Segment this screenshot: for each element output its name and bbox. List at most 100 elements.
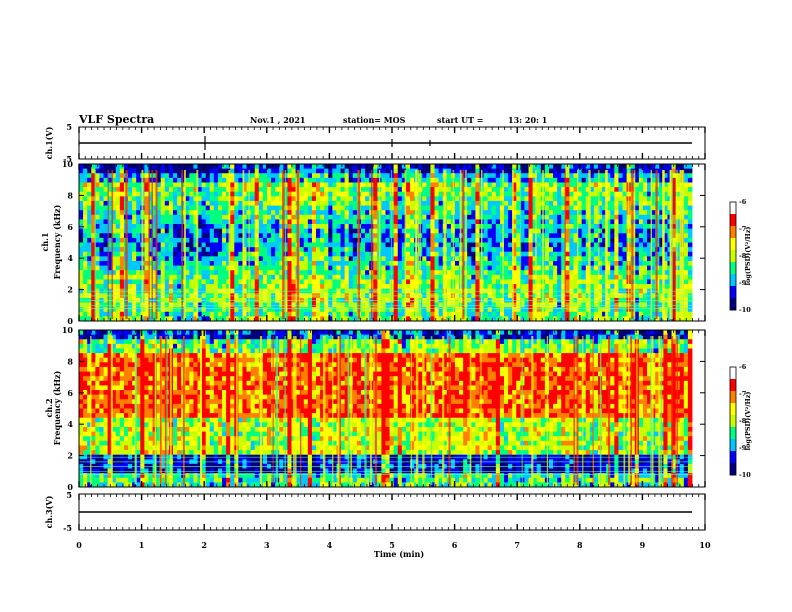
spectrogram-cell (606, 219, 611, 225)
spectrogram-cell (164, 251, 170, 257)
spectrogram-cell (410, 182, 415, 188)
spectrogram-cell (610, 164, 615, 170)
spectrogram-cell (520, 168, 525, 174)
spectrogram-cell (311, 182, 317, 188)
spectrogram-cell (581, 247, 587, 253)
spectrogram-cell (234, 279, 239, 285)
spectrogram-cell (577, 284, 583, 290)
spectrogram-cell (647, 270, 652, 276)
spectrogram-cell (209, 168, 215, 174)
spectrogram-cell (79, 164, 84, 170)
spectrogram-cell (585, 284, 591, 290)
spectrogram-cell (393, 182, 399, 188)
spectrogram-cell (422, 311, 427, 317)
spectrogram-cell (348, 196, 354, 202)
spectrogram-cell (561, 274, 566, 280)
spectrogram-cell (520, 182, 525, 188)
spectrogram-cell (553, 251, 558, 257)
spectrogram-cell (614, 168, 619, 174)
spectrogram-cell (148, 242, 153, 248)
spectrogram-cell (410, 233, 415, 239)
spectrogram-cell (181, 279, 186, 285)
spectrogram-cell (291, 210, 296, 216)
spectrogram-cell (148, 233, 153, 239)
spectrogram-cell (156, 200, 162, 206)
spectrogram-cell (185, 177, 190, 183)
spectrogram-cell (638, 219, 644, 225)
spectrogram-cell (512, 279, 517, 285)
spectrogram-cell (512, 196, 517, 202)
spectrogram-cell (291, 316, 296, 322)
spectrogram-cell (87, 177, 92, 183)
spectrogram-cell (405, 187, 411, 193)
spectrogram-cell (508, 233, 513, 239)
spectrogram-cell (185, 270, 190, 276)
spectrogram-cell (561, 177, 566, 183)
spectrogram-cell (544, 200, 550, 206)
spectrogram-cell (168, 237, 174, 243)
spectrogram-cell (336, 228, 341, 234)
spectrogram-cell (504, 279, 509, 285)
spectrogram-cell (87, 214, 92, 220)
spectrogram-cell (651, 214, 656, 220)
spectrogram-cell (103, 200, 109, 206)
spectrogram-cell (614, 228, 619, 234)
spectrogram-cell (581, 182, 587, 188)
spectrogram-cell (381, 256, 386, 262)
spectrogram-cell (393, 219, 399, 225)
spectrogram-cell (226, 237, 231, 243)
spectrogram-cell (160, 279, 166, 285)
spectrogram-cell (585, 274, 591, 280)
spectrogram-cell (324, 196, 329, 202)
spectrogram-cell (177, 247, 182, 253)
spectrogram-cell (614, 316, 619, 322)
spectrogram-cell (401, 279, 407, 285)
spectrogram-cell (618, 311, 623, 317)
spectrogram-cell (393, 214, 399, 220)
spectrogram-cell (528, 247, 534, 253)
spectrogram-cell (671, 205, 677, 211)
spectrogram-cell (410, 247, 415, 253)
spectrogram-cell (516, 210, 521, 216)
spectrogram-cell (487, 164, 493, 170)
spectrogram-cell (577, 279, 583, 285)
spectrogram-cell (344, 279, 350, 285)
spectrogram-cell (152, 270, 158, 276)
spectrogram-cell (226, 233, 231, 239)
spectrogram-cell (299, 224, 305, 230)
spectrogram-cell (622, 237, 628, 243)
spectrogram-cell (598, 251, 603, 257)
spectrogram-cell (663, 210, 668, 216)
spectrogram-cell (598, 228, 603, 234)
spectrogram-cell (303, 210, 309, 216)
spectrogram-cell (262, 256, 268, 262)
spectrogram-cell (610, 316, 615, 322)
spectrogram-cell (91, 214, 96, 220)
spectrogram-cell (532, 251, 538, 257)
spectrogram-cell (303, 233, 309, 239)
spectrogram-cell (410, 191, 415, 197)
spectrogram-cell (495, 187, 501, 193)
spectrogram-cell (671, 247, 677, 253)
spectrogram-cell (589, 187, 595, 193)
spectrogram-cell (332, 214, 337, 220)
spectrogram-cell (422, 307, 427, 313)
spectrogram-cell (548, 228, 554, 234)
spectrogram-cell (499, 274, 505, 280)
spectrogram-cell (565, 247, 570, 253)
spectrogram-cell (373, 205, 378, 211)
spectrogram-cell (103, 251, 109, 257)
spectrogram-cell (401, 210, 407, 216)
spectrogram-cell (532, 196, 538, 202)
spectrogram-cell (663, 284, 668, 290)
spectrogram-cell (107, 168, 113, 174)
spectrogram-cell (393, 316, 399, 322)
spectrogram-cell (193, 219, 198, 225)
spectrogram-cell (128, 316, 133, 322)
spectrogram-cell (475, 307, 480, 313)
spectrogram-cell (111, 307, 117, 313)
spectrogram-cell (438, 228, 444, 234)
spectrogram-cell (573, 228, 578, 234)
spectrogram-cell (606, 177, 611, 183)
spectrogram-cell (83, 256, 88, 262)
